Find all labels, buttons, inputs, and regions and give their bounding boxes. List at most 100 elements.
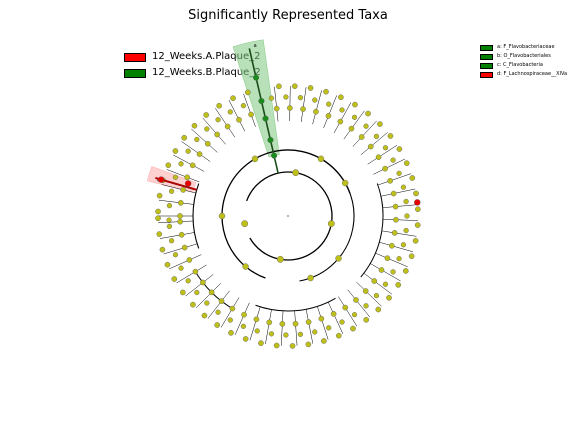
tree-node-leaf (387, 133, 394, 139)
tree-branch (220, 297, 240, 328)
tree-node-leaf (201, 312, 208, 319)
tree-node-leaf (203, 112, 209, 118)
tree-branch (173, 154, 205, 172)
legend-swatch-group-a (124, 53, 146, 62)
tree-node (241, 311, 247, 318)
tree-node (177, 218, 183, 225)
tree-branch (289, 86, 291, 122)
tree-node-leaf (172, 148, 179, 154)
tree-node (342, 304, 349, 311)
clade-legend-swatch-c (480, 63, 493, 69)
clade-legend-swatch-a (480, 45, 493, 51)
tree-branch (166, 169, 200, 183)
tree-branch (158, 199, 194, 205)
tree-branch (317, 306, 329, 340)
tree-node-leaf (283, 332, 289, 338)
tree-branch (382, 204, 418, 208)
tree-branch (347, 289, 371, 318)
tree-node-leaf (172, 174, 179, 180)
tree-node (362, 288, 369, 294)
tree-branch (294, 310, 298, 346)
tree-node-leaf (351, 114, 358, 120)
tree-branch (356, 281, 382, 307)
tree-node-red (157, 176, 165, 183)
tree-node-leaf (413, 190, 419, 197)
tree-node-leaf (227, 317, 233, 323)
tree-branch (163, 243, 198, 255)
tree-node-leaf (185, 278, 191, 284)
tree-node-inner (241, 220, 249, 228)
tree-node-inner (292, 169, 300, 177)
tree-branch (202, 117, 226, 145)
tree-branch (191, 128, 218, 153)
tree-node-inner (242, 263, 249, 270)
tree-node (184, 174, 190, 181)
tree-branch (367, 144, 398, 165)
tree-arc (255, 297, 336, 312)
tree-node-leaf (409, 175, 416, 181)
tree-node-leaf (178, 265, 184, 271)
tree-node-leaf (326, 325, 332, 331)
tree-branch (228, 100, 246, 132)
tree-node-leaf (194, 289, 200, 296)
tree-branch (338, 296, 358, 327)
tree-node-leaf (390, 269, 396, 275)
tree-node-leaf (169, 188, 175, 194)
tree-node-leaf (172, 252, 179, 258)
tree-node-red (414, 199, 421, 206)
tree-branch (375, 252, 408, 268)
clade-legend-label-c: c: C_Flavobacteria (497, 62, 543, 68)
tree-node-leaf (245, 89, 251, 96)
tree-node-leaf (204, 126, 210, 132)
tree-node-leaf (338, 94, 344, 101)
tree-node-leaf (339, 107, 345, 113)
tree-node-leaf (190, 301, 196, 308)
tree-node-leaf (404, 213, 410, 219)
tree-node-leaf (335, 332, 342, 339)
tree-branch (207, 290, 230, 319)
tree-node (371, 278, 378, 284)
tree-branch (169, 254, 202, 270)
tree-branch (343, 110, 365, 140)
tree-node-leaf (363, 303, 369, 309)
tree-node-leaf (166, 217, 172, 223)
tree-node-leaf (169, 238, 175, 244)
tree-node-red (184, 180, 192, 187)
tree-node (266, 319, 273, 326)
tree-node (313, 108, 319, 115)
tree-branch (265, 309, 272, 345)
tree-node-leaf (382, 145, 389, 151)
tree-node-leaf (159, 246, 166, 253)
tree-node (178, 231, 185, 238)
tree-node (378, 267, 385, 273)
legend-label-group-a: 12_Weeks.A.Plaque_2 (152, 51, 261, 62)
tree-node-leaf (242, 336, 249, 342)
tree-node-leaf (204, 300, 210, 306)
clade-legend-label-d: d: F_Lachnospiraceae__XIVa (497, 71, 568, 77)
tree-node (337, 118, 344, 125)
tree-node-leaf (400, 242, 407, 248)
tree-branch (215, 108, 236, 138)
tree-node-leaf (403, 160, 410, 166)
tree-branch (161, 184, 196, 194)
legend-label-group-b: 12_Weeks.B.Plaque_2 (152, 67, 261, 78)
tree-node (229, 305, 236, 312)
tree-node-leaf (194, 136, 200, 143)
tree-node (236, 116, 242, 123)
tree-node (287, 105, 293, 111)
tree-node (180, 187, 187, 193)
tree-node (248, 111, 254, 118)
tree-node-leaf (214, 322, 220, 328)
tree-node-leaf (373, 133, 380, 139)
tree-node (214, 131, 220, 138)
tree-branch (323, 95, 337, 129)
tree-node (391, 230, 398, 236)
tree-node-leaf (283, 94, 289, 100)
tree-node-inner (218, 212, 226, 220)
tree-branch (380, 188, 416, 197)
tree-node (224, 123, 231, 130)
tree-node-inner (276, 255, 284, 263)
tree-node (279, 321, 286, 327)
tree-node (189, 162, 196, 169)
